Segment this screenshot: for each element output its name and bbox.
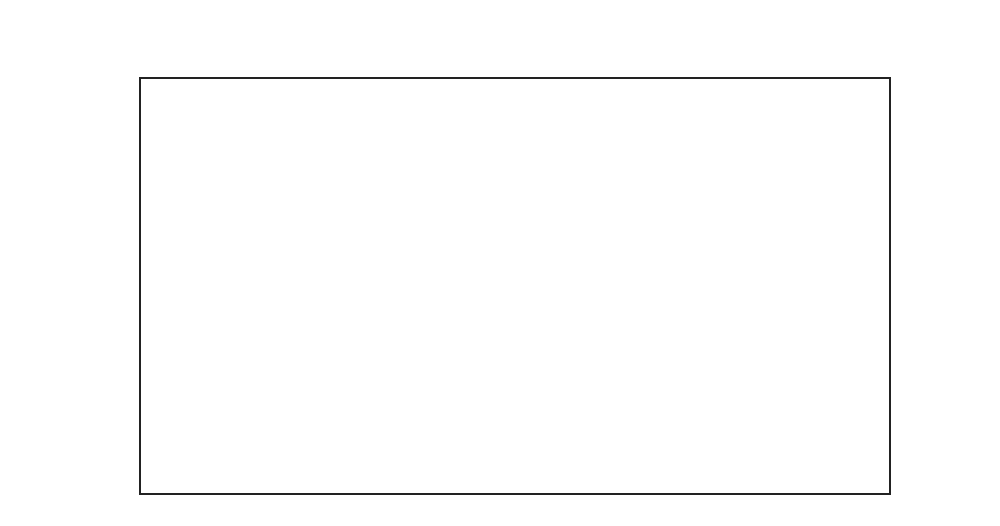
diagram-frame — [140, 78, 890, 494]
